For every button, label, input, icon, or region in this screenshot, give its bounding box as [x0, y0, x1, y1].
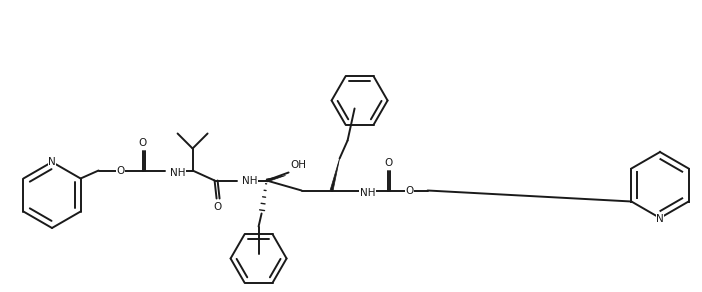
Text: O: O: [117, 166, 125, 175]
Text: N: N: [48, 157, 56, 167]
Text: O: O: [138, 138, 147, 149]
Text: NH: NH: [241, 175, 257, 185]
Text: O: O: [385, 157, 392, 168]
Text: O: O: [213, 201, 222, 211]
Text: NH: NH: [170, 168, 185, 178]
Text: NH: NH: [359, 187, 375, 197]
Polygon shape: [330, 159, 340, 191]
Polygon shape: [266, 175, 286, 182]
Text: N: N: [656, 214, 664, 224]
Text: OH: OH: [291, 159, 307, 169]
Text: O: O: [406, 185, 413, 196]
